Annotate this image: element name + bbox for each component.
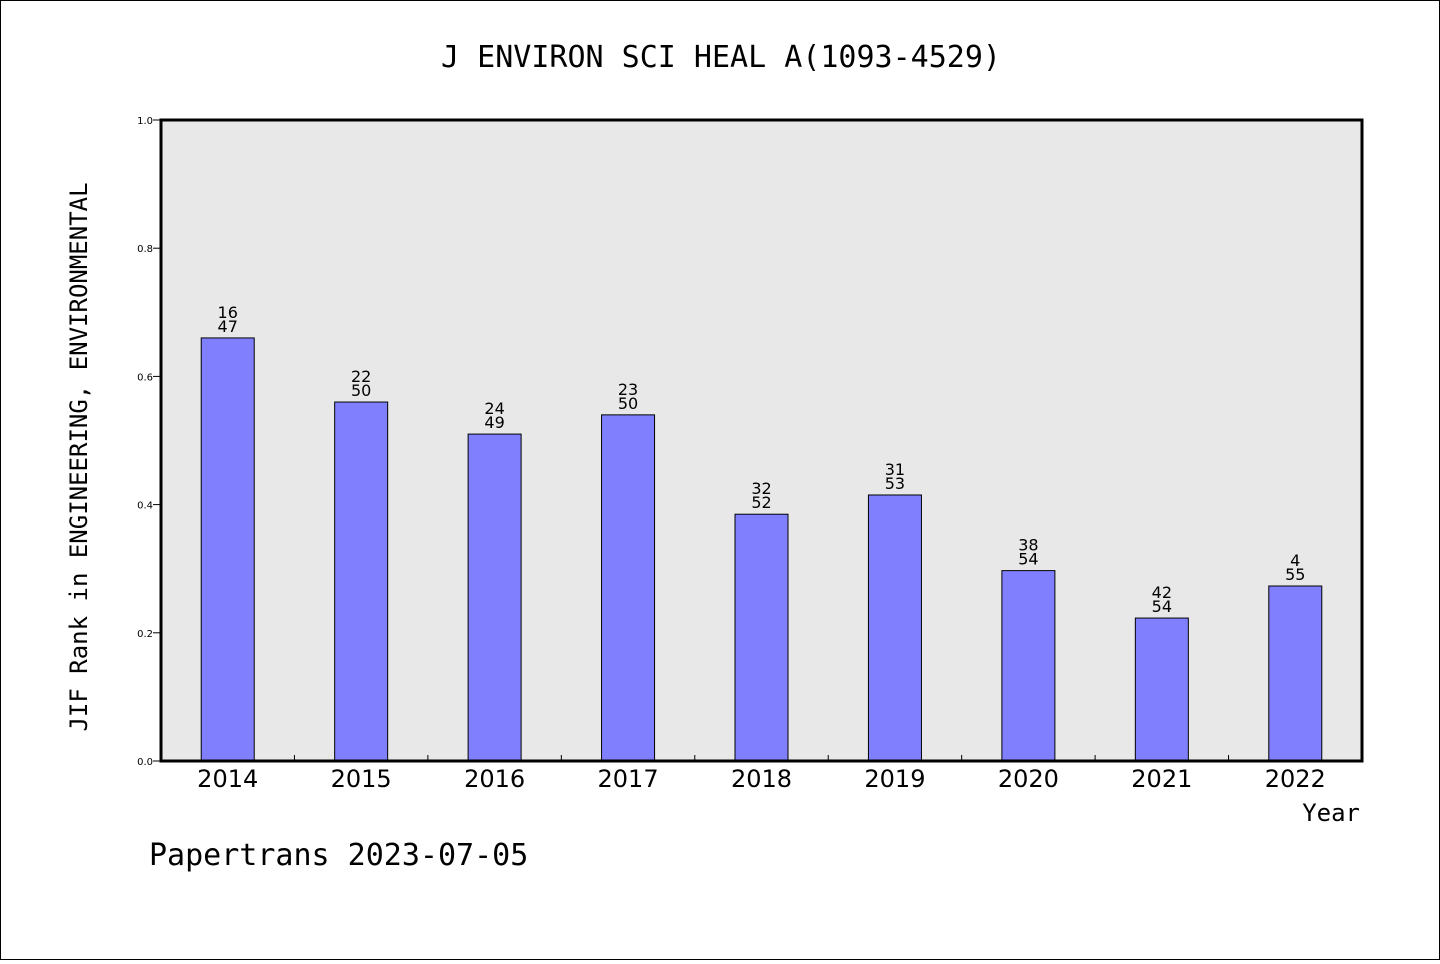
y-axis-ticks: 0.0 0.2 0.4 0.6 0.8 1.0: [137, 116, 161, 768]
x-tick-label: 2020: [998, 765, 1059, 793]
rank-label: 22: [351, 367, 371, 386]
y-tick-label: 0.6: [137, 372, 153, 383]
bar-2017: [601, 414, 656, 762]
plot-frame: [159, 118, 1364, 763]
x-tick-label: 2022: [1265, 765, 1326, 793]
rank-label: 23: [618, 380, 638, 399]
x-tick-label: 2018: [731, 765, 792, 793]
x-tick-label: 2021: [1131, 765, 1192, 793]
bars-group: [200, 337, 1323, 762]
y-tick-label: 0.0: [137, 757, 153, 768]
y-tick-label: 0.8: [137, 244, 153, 255]
x-tick-label: 2014: [197, 765, 258, 793]
rank-label: 38: [1018, 536, 1038, 555]
y-tick-label: 0.2: [137, 629, 153, 640]
x-tick-label: 2017: [598, 765, 659, 793]
total-label: 53: [885, 474, 905, 493]
rank-label: 4: [1290, 551, 1300, 570]
bar-2020: [1001, 570, 1056, 762]
bar-2021: [1134, 617, 1189, 762]
chart-title: J ENVIRON SCI HEAL A(1093-4529): [441, 40, 1001, 75]
x-axis-label: Year: [1302, 799, 1360, 827]
x-tick-label: 2016: [464, 765, 525, 793]
total-label: 50: [618, 394, 638, 413]
rank-label: 16: [218, 303, 238, 322]
x-tick-label: 2015: [331, 765, 392, 793]
bar-2019: [867, 494, 922, 762]
total-label: 55: [1285, 565, 1305, 584]
bar-2018: [734, 513, 789, 762]
bar-2014: [200, 337, 255, 762]
y-axis-label: JIF Rank in ENGINEERING, ENVIRONMENTAL: [65, 182, 93, 731]
rank-label: 31: [885, 460, 905, 479]
bar-2016: [467, 433, 522, 762]
x-axis-ticks: 2014 2015 2016 2017 2018 2019 2020 2021 2022: [197, 755, 1326, 793]
total-label: 47: [218, 317, 238, 336]
rank-label: 32: [751, 479, 771, 498]
y-tick-label: 1.0: [137, 116, 153, 127]
y-tick-label: 0.4: [137, 501, 153, 512]
total-label: 52: [751, 493, 771, 512]
total-label: 50: [351, 381, 371, 400]
bar-2015: [334, 401, 389, 762]
x-tick-label: 2019: [864, 765, 925, 793]
total-label: 49: [484, 413, 504, 432]
total-label: 54: [1018, 550, 1038, 569]
bar-2022: [1268, 585, 1323, 762]
footer-credit: Papertrans 2023-07-05: [149, 838, 528, 873]
total-label: 54: [1152, 597, 1172, 616]
rank-label: 42: [1152, 583, 1172, 602]
rank-label: 24: [484, 399, 504, 418]
